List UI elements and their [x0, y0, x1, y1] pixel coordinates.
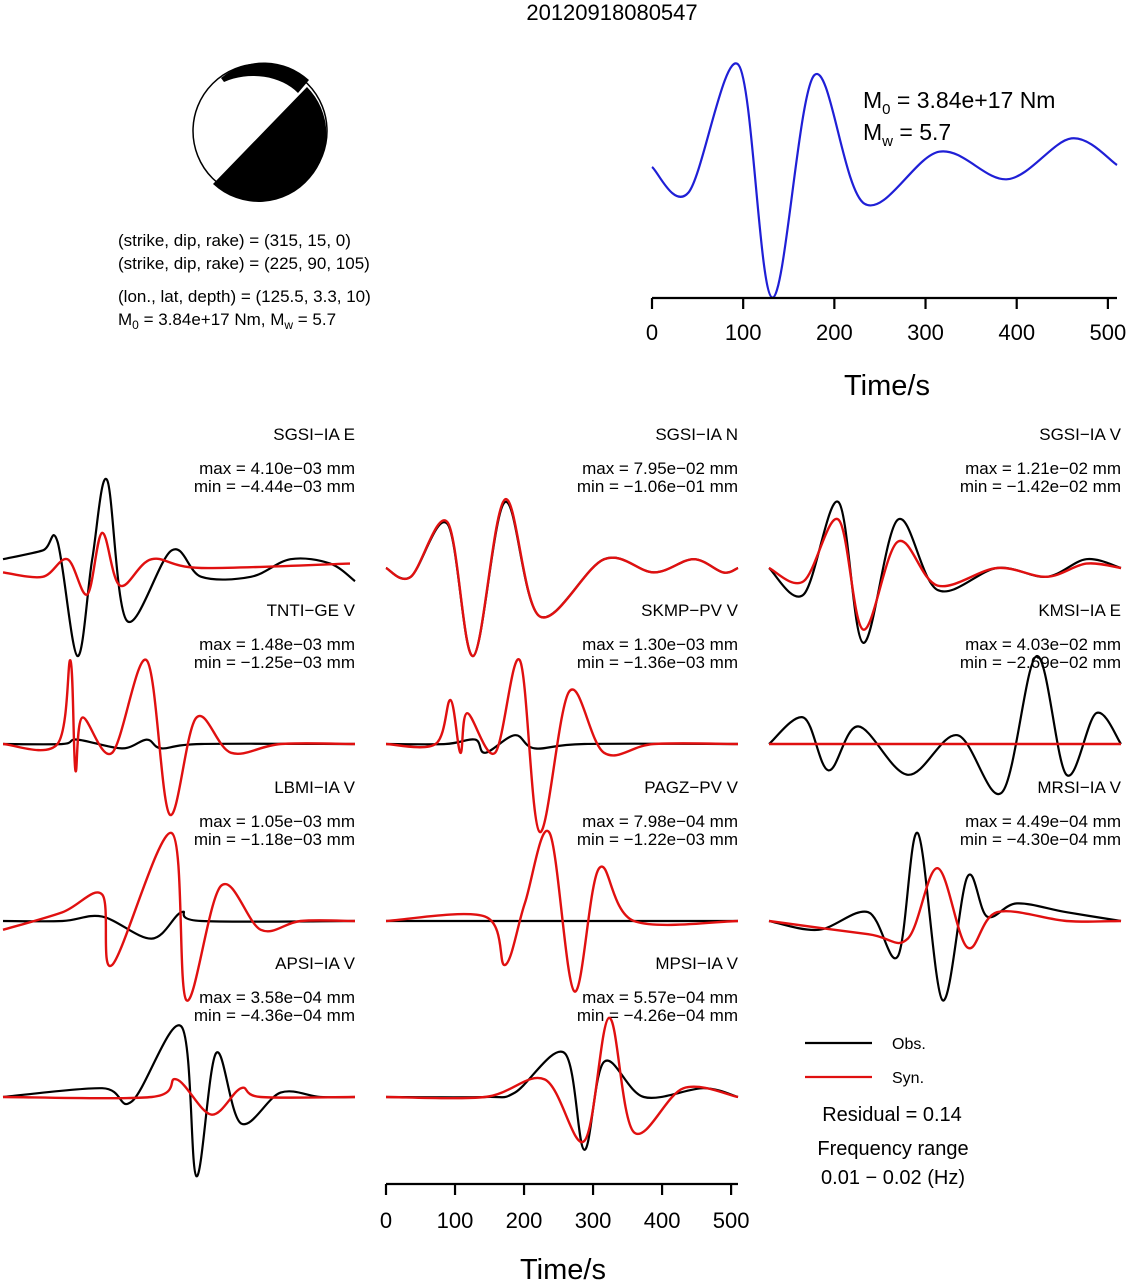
- source-time-function-plot: M0 = 3.84e+17 Nm Mw = 5.7 0 100 200 300 400 5…: [646, 62, 1127, 402]
- station-min: min = −4.36e−04 mm: [194, 1006, 355, 1025]
- synthetic-trace: [2, 1078, 356, 1116]
- station-min: min = −1.06e−01 mm: [577, 477, 738, 496]
- observed-trace: [2, 738, 356, 750]
- focal-mechanism-beachball: [192, 62, 328, 202]
- station-max: max = 1.48e−03 mm: [199, 635, 355, 654]
- synthetic-trace: [2, 658, 356, 816]
- station-name: APSI−IA V: [275, 954, 356, 973]
- synthetic-trace: [768, 867, 1122, 950]
- waveform-axis-tick-label: 200: [506, 1208, 543, 1233]
- observed-trace: [2, 1024, 356, 1178]
- synthetic-trace: [385, 1016, 739, 1144]
- waveform-time-axis-label: Time/s: [520, 1254, 606, 1283]
- synthetic-trace: [2, 531, 351, 596]
- station-max: max = 3.58e−04 mm: [199, 988, 355, 1007]
- figure-title: 20120918080547: [526, 0, 697, 25]
- info-location: (lon., lat, depth) = (125.5, 3.3, 10): [118, 287, 371, 306]
- source-axis-tick-label: 100: [725, 320, 762, 345]
- station-min: min = −1.22e−03 mm: [577, 830, 738, 849]
- station-max: max = 7.98e−04 mm: [582, 812, 738, 831]
- station-min: min = −4.30e−04 mm: [960, 830, 1121, 849]
- frequency-range-title: Frequency range: [817, 1138, 968, 1160]
- synthetic-trace: [385, 498, 739, 658]
- source-axis-tick-label: 400: [998, 320, 1035, 345]
- waveform-axis-tick-label: 300: [575, 1208, 612, 1233]
- waveform-axis-tick-label: 400: [644, 1208, 681, 1233]
- source-axis-tick-label: 500: [1090, 320, 1127, 345]
- synthetic-trace: [768, 517, 1122, 631]
- synthetic-trace: [2, 831, 356, 1002]
- station-min: min = −4.44e−03 mm: [194, 477, 355, 496]
- frequency-range-value: 0.01 − 0.02 (Hz): [821, 1167, 965, 1189]
- station-name: SGSI−IA N: [655, 425, 738, 444]
- synthetic-trace: [385, 658, 739, 834]
- station-name: SGSI−IA E: [273, 425, 355, 444]
- waveform-axis-tick-label: 100: [437, 1208, 474, 1233]
- station-min: min = −4.26e−04 mm: [577, 1006, 738, 1025]
- legend: Obs. Syn. Residual = 0.14 Frequency rang…: [805, 1036, 969, 1189]
- observed-trace: [2, 910, 356, 940]
- legend-syn-label: Syn.: [892, 1070, 924, 1087]
- station-max: max = 1.30e−03 mm: [582, 635, 738, 654]
- info-moment: M0 = 3.84e+17 Nm, Mw = 5.7: [118, 310, 336, 332]
- source-time-axis: 0 100 200 300 400 500: [646, 296, 1127, 345]
- station-max: max = 4.10e−03 mm: [199, 459, 355, 478]
- station-name: KMSI−IA E: [1038, 601, 1121, 620]
- station-name: SGSI−IA V: [1039, 425, 1121, 444]
- station-name: TNTI−GE V: [267, 601, 356, 620]
- source-time-axis-label: Time/s: [844, 370, 930, 402]
- station-max: max = 4.03e−02 mm: [965, 635, 1121, 654]
- info-strike-dip-rake-2: (strike, dip, rake) = (225, 90, 105): [118, 254, 370, 273]
- source-magnitude-label: Mw = 5.7: [863, 119, 951, 150]
- waveform-time-axis: 0 100 200 300 400 500: [380, 1182, 750, 1233]
- station-name: LBMI−IA V: [274, 778, 355, 797]
- source-moment-label: M0 = 3.84e+17 Nm: [863, 87, 1055, 118]
- observed-trace: [385, 1050, 739, 1151]
- station-min: min = −1.36e−03 mm: [577, 653, 738, 672]
- source-axis-tick-label: 200: [816, 320, 853, 345]
- source-axis-tick-label: 300: [907, 320, 944, 345]
- station-max: max = 7.95e−02 mm: [582, 459, 738, 478]
- station-max: max = 1.05e−03 mm: [199, 812, 355, 831]
- station-max: max = 1.21e−02 mm: [965, 459, 1121, 478]
- station-min: min = −2.69e−02 mm: [960, 653, 1121, 672]
- station-min: min = −1.42e−02 mm: [960, 477, 1121, 496]
- event-info: (strike, dip, rake) = (315, 15, 0) (stri…: [118, 231, 371, 332]
- station-max: max = 4.49e−04 mm: [965, 812, 1121, 831]
- station-max: max = 5.57e−04 mm: [582, 988, 738, 1007]
- station-name: MPSI−IA V: [655, 954, 738, 973]
- observed-trace: [2, 477, 356, 658]
- station-name: SKMP−PV V: [641, 601, 739, 620]
- waveform-axis-tick-label: 500: [713, 1208, 750, 1233]
- waveform-axis-tick-label: 0: [380, 1208, 392, 1233]
- source-axis-tick-label: 0: [646, 320, 658, 345]
- observed-trace: [768, 654, 1122, 796]
- legend-obs-label: Obs.: [892, 1036, 926, 1053]
- info-strike-dip-rake-1: (strike, dip, rake) = (315, 15, 0): [118, 231, 351, 250]
- source-time-function-line: [651, 62, 1118, 299]
- station-name: PAGZ−PV V: [644, 778, 738, 797]
- station-min: min = −1.25e−03 mm: [194, 653, 355, 672]
- synthetic-trace: [385, 829, 739, 993]
- observed-trace: [768, 500, 1122, 644]
- station-name: MRSI−IA V: [1037, 778, 1121, 797]
- residual-label: Residual = 0.14: [822, 1104, 962, 1126]
- station-min: min = −1.18e−03 mm: [194, 830, 355, 849]
- observed-trace: [768, 831, 1122, 1002]
